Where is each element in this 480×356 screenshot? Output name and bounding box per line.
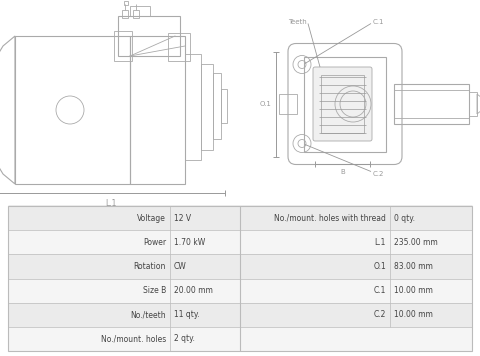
Text: Size B: Size B — [143, 286, 166, 295]
Text: C.1: C.1 — [373, 19, 384, 25]
Bar — [469, 92, 477, 116]
Bar — [8, 230, 240, 254]
Bar — [279, 94, 297, 114]
Text: 1.70 kW: 1.70 kW — [174, 238, 205, 247]
Text: Voltage: Voltage — [137, 214, 166, 222]
Text: Teeth: Teeth — [288, 19, 307, 25]
Text: O.1: O.1 — [373, 262, 386, 271]
Text: CW: CW — [174, 262, 187, 271]
Bar — [201, 64, 213, 150]
Bar — [240, 254, 472, 278]
Text: 20.00 mm: 20.00 mm — [174, 286, 213, 295]
Bar — [15, 36, 130, 184]
Text: B: B — [340, 168, 345, 174]
Bar — [8, 278, 240, 303]
Bar — [221, 89, 227, 123]
Bar — [130, 36, 185, 184]
Bar — [185, 54, 201, 160]
Bar — [240, 206, 472, 230]
Bar — [114, 31, 132, 61]
Text: 83.00 mm: 83.00 mm — [394, 262, 433, 271]
Bar — [130, 6, 150, 16]
Text: 0 qty.: 0 qty. — [394, 214, 415, 222]
Bar — [8, 327, 240, 351]
Text: C.1: C.1 — [373, 286, 386, 295]
Text: No./teeth: No./teeth — [131, 310, 166, 319]
Bar — [321, 75, 364, 133]
Text: Power: Power — [143, 238, 166, 247]
Bar — [124, 1, 128, 5]
Text: 235.00 mm: 235.00 mm — [394, 238, 438, 247]
Bar — [304, 57, 386, 152]
Text: No./mount. holes: No./mount. holes — [101, 334, 166, 344]
Text: 11 qty.: 11 qty. — [174, 310, 200, 319]
Bar — [8, 206, 472, 351]
Text: L.1: L.1 — [105, 199, 117, 208]
Bar — [133, 10, 139, 18]
Text: C.2: C.2 — [373, 171, 384, 177]
Bar — [240, 303, 472, 327]
Bar — [240, 278, 472, 303]
Bar — [118, 16, 180, 56]
FancyBboxPatch shape — [313, 67, 372, 141]
Text: O.1: O.1 — [259, 101, 271, 107]
Text: 12 V: 12 V — [174, 214, 191, 222]
Text: L.1: L.1 — [374, 238, 386, 247]
Bar — [8, 206, 240, 230]
Bar — [213, 73, 221, 139]
Bar — [8, 303, 240, 327]
Bar — [122, 10, 128, 18]
Text: 2 qty.: 2 qty. — [174, 334, 195, 344]
Text: 10.00 mm: 10.00 mm — [394, 310, 433, 319]
Bar — [240, 230, 472, 254]
Text: 10.00 mm: 10.00 mm — [394, 286, 433, 295]
Bar — [168, 33, 190, 61]
Bar — [8, 254, 240, 278]
Text: C.2: C.2 — [373, 310, 386, 319]
Bar — [394, 84, 469, 124]
Bar — [240, 327, 472, 351]
Text: Rotation: Rotation — [133, 262, 166, 271]
Text: No./mount. holes with thread: No./mount. holes with thread — [274, 214, 386, 222]
